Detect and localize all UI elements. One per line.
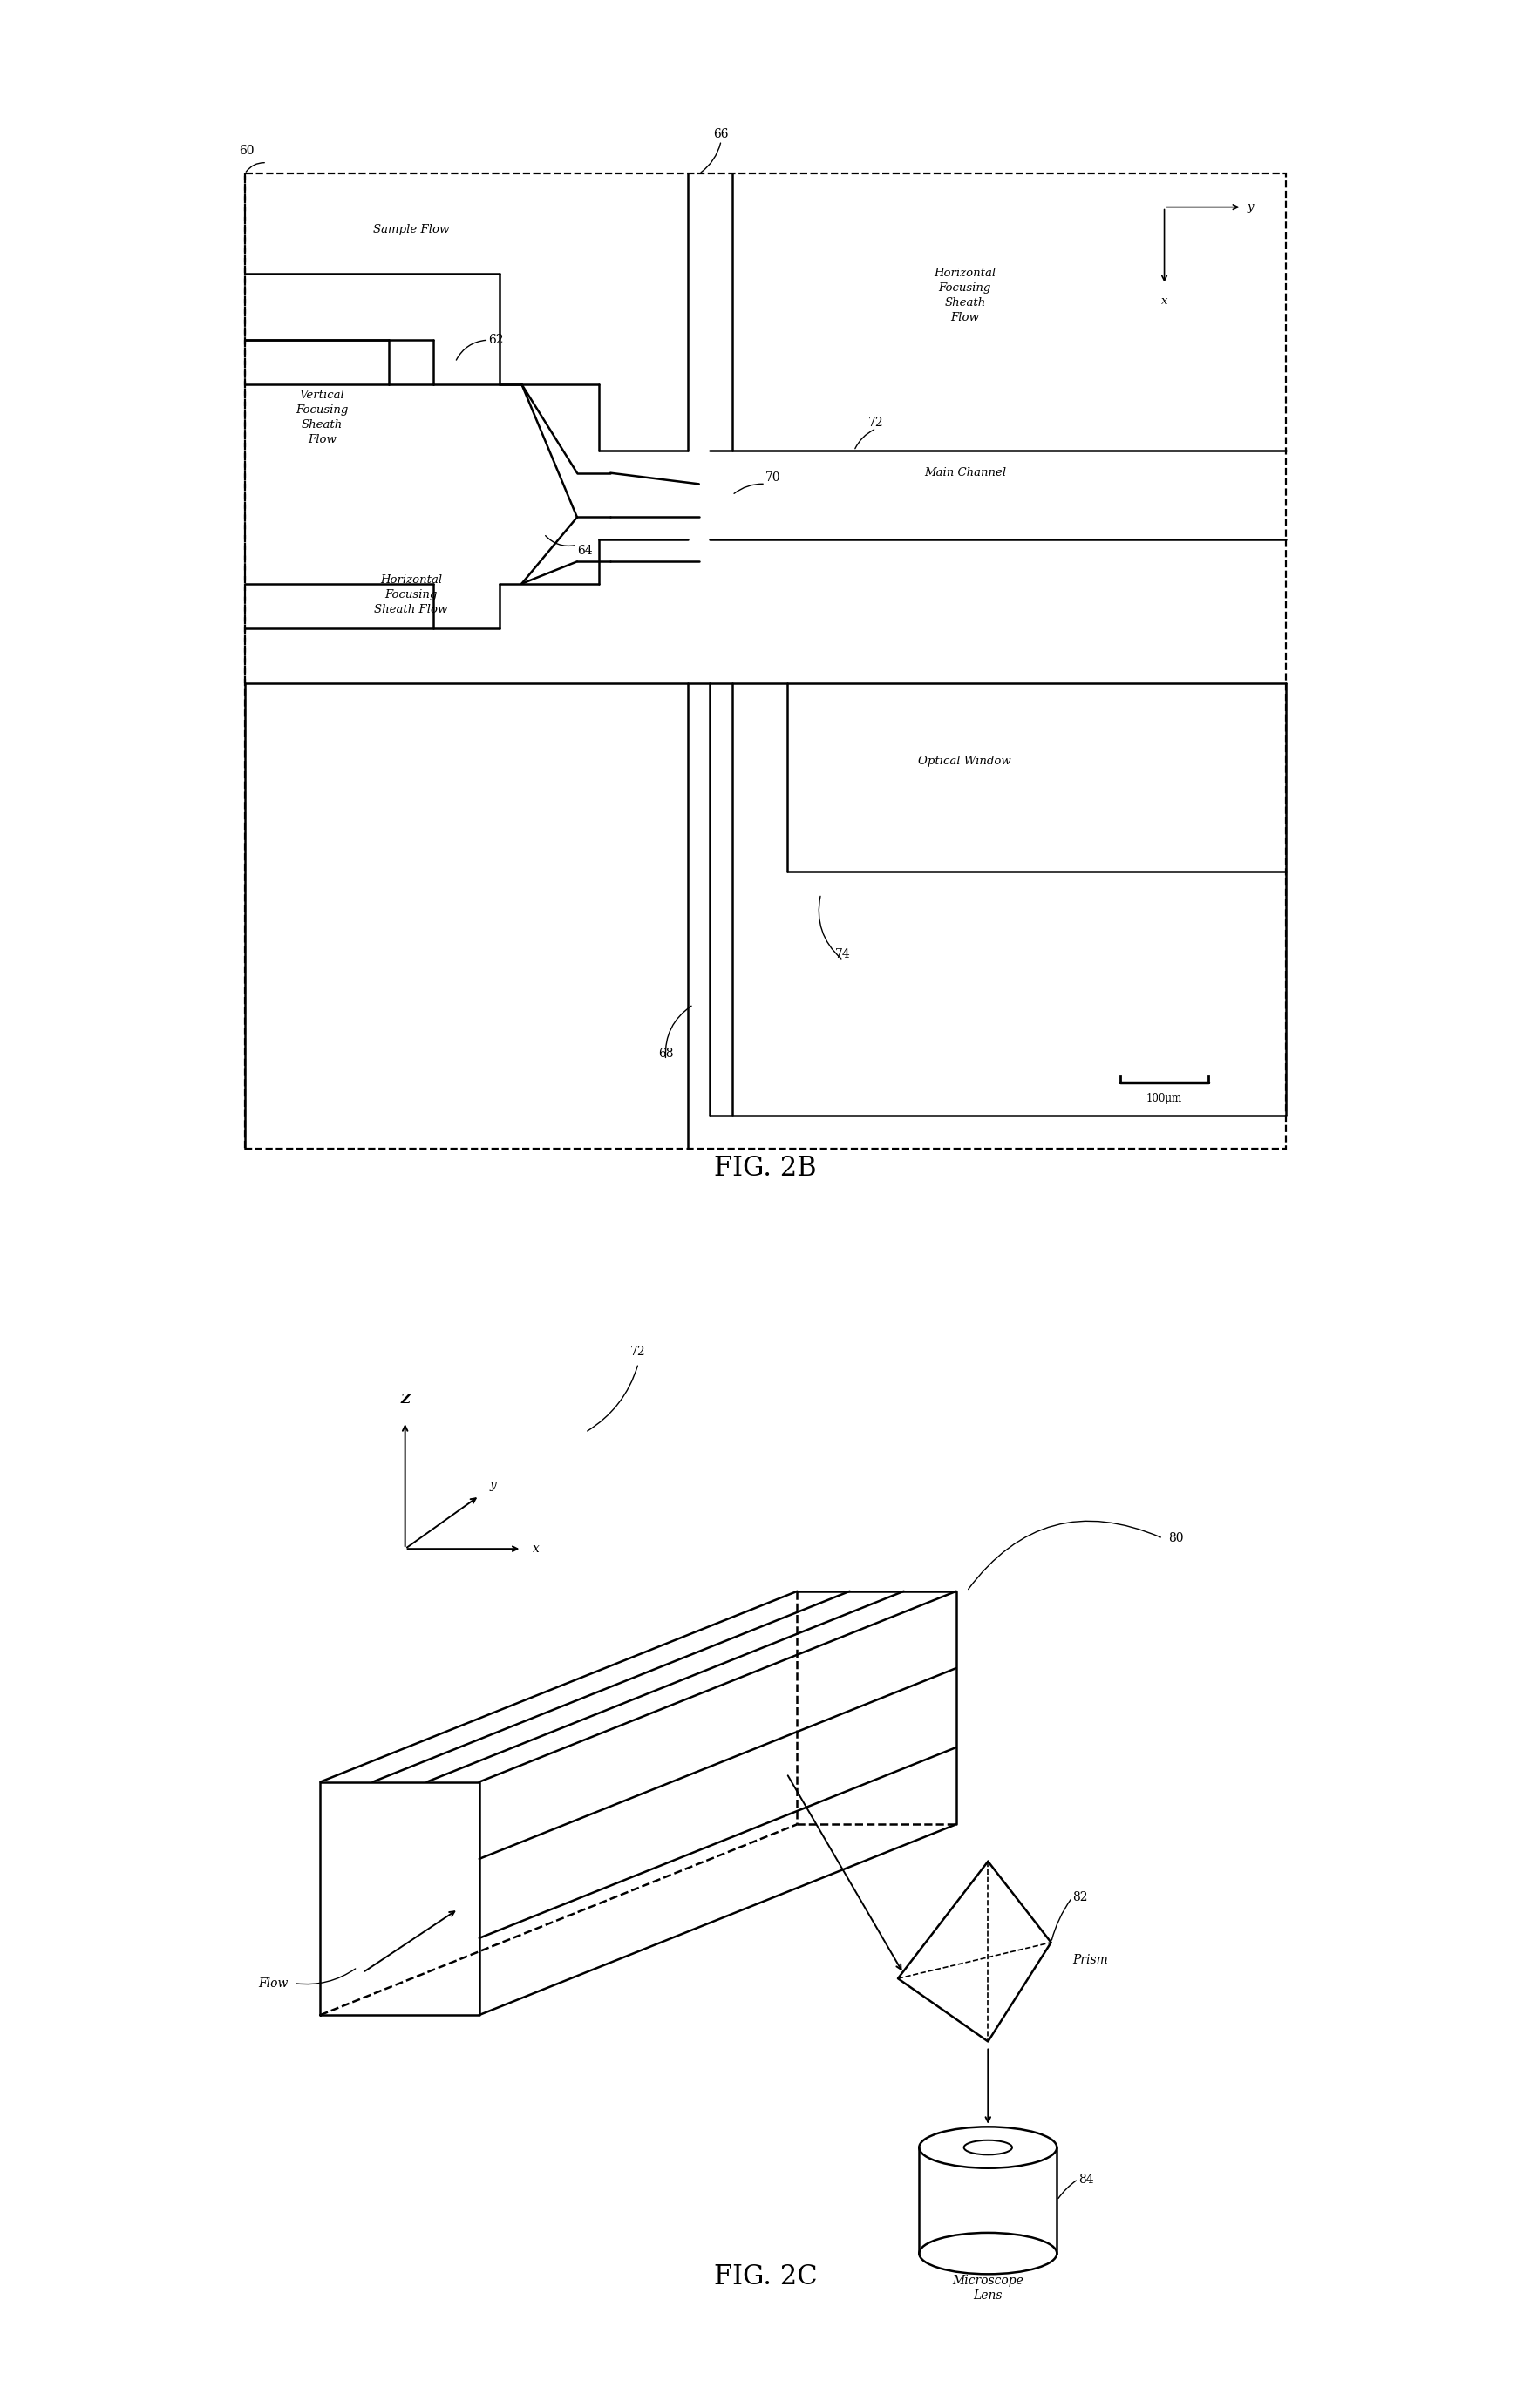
Text: 62: 62 <box>488 335 503 347</box>
Text: x: x <box>532 1544 539 1556</box>
Text: 68: 68 <box>658 1047 673 1060</box>
Text: Main Channel: Main Channel <box>923 467 1005 479</box>
Text: 60: 60 <box>239 144 254 157</box>
Bar <box>245 173 1285 1149</box>
Text: y: y <box>490 1479 496 1491</box>
Text: Microscope
Lens: Microscope Lens <box>952 2276 1024 2302</box>
Text: 82: 82 <box>1071 1890 1086 1902</box>
Text: 80: 80 <box>1167 1531 1183 1544</box>
Text: Sample Flow: Sample Flow <box>373 224 448 236</box>
Text: 100μm: 100μm <box>1146 1093 1181 1105</box>
Text: Prism: Prism <box>1071 1955 1108 1967</box>
Text: 72: 72 <box>630 1346 646 1358</box>
Text: Flow: Flow <box>259 1977 288 1989</box>
Text: Horizontal
Focusing
Sheath
Flow: Horizontal Focusing Sheath Flow <box>933 267 996 323</box>
Text: x: x <box>1160 296 1167 308</box>
Text: 84: 84 <box>1077 2172 1092 2186</box>
Text: Optical Window: Optical Window <box>918 756 1011 766</box>
Text: 70: 70 <box>765 472 780 484</box>
Text: FIG. 2C: FIG. 2C <box>713 2264 817 2290</box>
Text: Vertical
Focusing
Sheath
Flow: Vertical Focusing Sheath Flow <box>295 390 349 445</box>
Text: 72: 72 <box>868 417 883 429</box>
Text: y: y <box>1247 202 1253 212</box>
Text: 64: 64 <box>577 544 592 556</box>
Text: FIG. 2B: FIG. 2B <box>715 1156 815 1182</box>
Text: 74: 74 <box>835 949 851 961</box>
Text: 66: 66 <box>713 128 728 140</box>
Text: Z: Z <box>399 1394 410 1406</box>
Text: Horizontal
Focusing
Sheath Flow: Horizontal Focusing Sheath Flow <box>373 573 447 616</box>
